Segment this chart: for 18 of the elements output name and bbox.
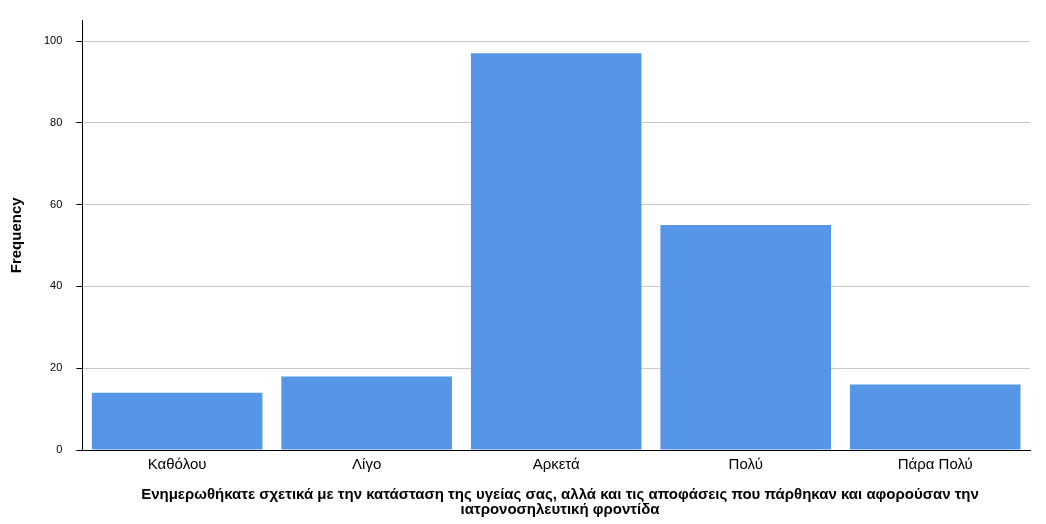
bar [91,392,263,450]
x-tick-label: Πάρα Πολύ [897,455,973,473]
y-tick-label: 40 [50,279,63,292]
bar [470,53,642,450]
y-tick-label: 80 [50,115,63,128]
y-tick-label: 0 [56,443,63,456]
bar [849,384,1021,450]
x-tick-label: Λίγο [352,455,382,473]
bar [281,376,452,450]
y-tick-label: 100 [43,34,63,47]
y-axis-title: Frequency [7,196,25,274]
x-tick-label: Πολύ [728,455,763,473]
x-tick-label: Αρκετά [532,455,581,473]
x-axis-title: Ενημερωθήκατε σχετικά με την κατάσταση της υγείας σας, αλλά και τις αποφάσεις που πάρθηκαν και αφορούσαν την ιατρονοσηλευτική φροντίδα [140,485,980,517]
x-tick-label: Καθόλου [147,455,207,473]
y-tick-label: 60 [50,197,63,210]
bar [660,225,831,450]
y-tick-label: 20 [50,361,63,374]
